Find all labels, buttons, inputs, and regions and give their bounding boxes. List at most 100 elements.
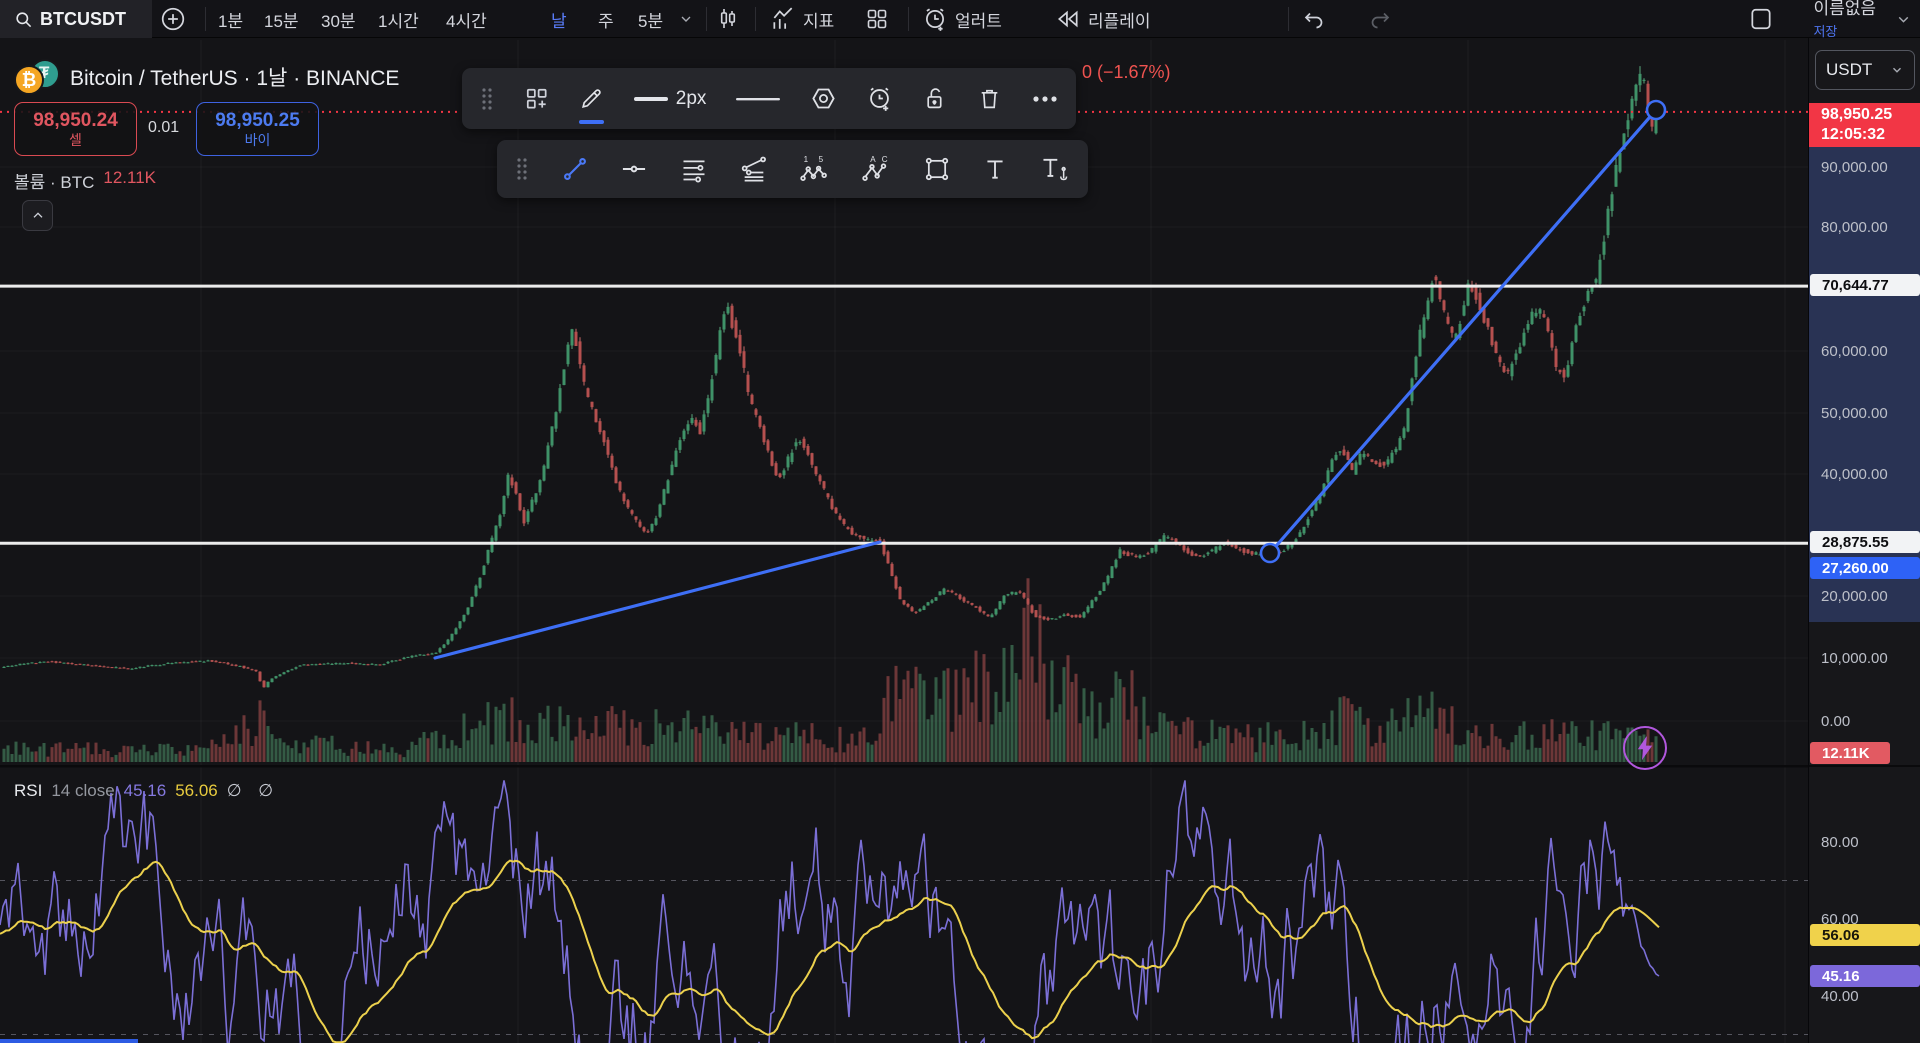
hexagon-color-icon <box>811 88 835 109</box>
price-tick: 20,000.00 <box>1821 587 1888 605</box>
template-button[interactable] <box>516 68 558 129</box>
interval-1w[interactable]: 주 <box>598 11 614 31</box>
rsi-tick: 40.00 <box>1821 987 1859 1005</box>
search-icon <box>16 11 32 27</box>
panel-square-icon <box>1751 8 1771 30</box>
layout-grid-button[interactable] <box>865 0 889 38</box>
buy-price: 98,950.25 <box>215 109 300 131</box>
chart-legend: ₿ Bitcoin / TetherUS · 1날 · BINANCE <box>14 59 511 95</box>
disjoint-channel-tool[interactable] <box>732 140 776 198</box>
interval-1m[interactable]: 1분 <box>218 11 244 31</box>
interval-5m[interactable]: 5분 <box>638 11 664 31</box>
rsi-flags: ∅ ∅ <box>226 781 280 800</box>
interval-4h[interactable]: 4시간 <box>446 11 487 31</box>
redo-button[interactable] <box>1368 0 1392 38</box>
interval-1h[interactable]: 1시간 <box>378 11 419 31</box>
redo-icon <box>1371 12 1390 29</box>
price-tick: 80,000.00 <box>1821 218 1888 236</box>
chart-title[interactable]: Bitcoin / TetherUS · 1날 · BINANCE <box>70 67 400 90</box>
currency-toggle-button[interactable]: USDT <box>1815 50 1915 90</box>
chart-style-button[interactable] <box>716 0 740 38</box>
indicators-button[interactable]: 지표 <box>770 0 834 38</box>
undo-icon <box>1304 12 1323 29</box>
undo-button[interactable] <box>1302 0 1326 38</box>
panel-toggle-button[interactable] <box>1748 0 1774 38</box>
level-price-label: 28,875.55 <box>1810 531 1920 553</box>
compare-add-button[interactable] <box>160 0 186 38</box>
instant-order-button[interactable] <box>1623 726 1667 770</box>
sell-price: 98,950.24 <box>33 109 118 131</box>
line-width-icon <box>633 96 668 101</box>
color-button[interactable] <box>802 68 845 129</box>
alert-button[interactable]: 얼러트 <box>922 0 1002 38</box>
add-alert-on-drawing-button[interactable] <box>858 68 901 129</box>
chevron-up-icon <box>33 211 42 218</box>
plus-circle-icon <box>161 7 185 31</box>
chevron-down-icon <box>1893 67 1901 73</box>
layout-name-button[interactable]: 이름없음 저장 <box>1813 0 1876 39</box>
layout-grid-icon <box>867 9 887 29</box>
template-squares-plus-icon <box>526 88 547 109</box>
currency-label: USDT <box>1826 60 1873 79</box>
trend-line-icon <box>563 158 586 180</box>
rsi-value: 45.16 <box>123 781 167 800</box>
toolbar-drag-handle[interactable] <box>472 68 502 129</box>
lock-drawing-button[interactable] <box>915 68 956 129</box>
spread-value: 0.01 <box>148 119 180 136</box>
collapse-legend-button[interactable] <box>22 200 53 231</box>
interval-30m[interactable]: 30분 <box>321 11 356 31</box>
buy-button[interactable]: 98,950.25 바이 <box>196 102 319 156</box>
timeline-scroll-strip <box>0 1039 138 1043</box>
toolbar-drag-handle[interactable] <box>507 140 537 198</box>
parallel-lines-icon <box>683 160 705 183</box>
interval-15m[interactable]: 15분 <box>264 11 299 31</box>
style-pencil-button[interactable] <box>571 68 612 129</box>
chevron-down-icon <box>681 16 691 22</box>
replay-button[interactable]: 리플레이 <box>1055 0 1151 38</box>
rsi-params: 14 close <box>51 781 115 800</box>
symbol-label: BTCUSDT <box>40 8 126 29</box>
save-label: 저장 <box>1813 23 1838 39</box>
pane-separator[interactable] <box>1809 765 1920 767</box>
symbol-search-button[interactable]: BTCUSDT <box>0 0 152 38</box>
pencil-icon <box>582 89 601 108</box>
volume-title: 볼륨 · BTC <box>14 173 95 192</box>
parallel-channel-tool[interactable] <box>672 140 716 198</box>
bar-countdown: 12:05:32 <box>1821 126 1886 143</box>
layout-dropdown-button[interactable] <box>1895 0 1912 38</box>
interval-1d-active[interactable]: 날 <box>551 11 567 31</box>
svg-text:1: 1 <box>804 155 809 164</box>
price-axis[interactable]: USDT 98,950.25 12:05:32 90,000.00 80,000.… <box>1808 38 1920 1043</box>
text-tool[interactable] <box>974 140 1016 198</box>
rsi-ma-value: 56.06 <box>175 781 218 800</box>
trend-line-tool-active[interactable] <box>553 140 597 198</box>
horizontal-line-tool[interactable] <box>612 140 656 198</box>
price-tick: 90,000.00 <box>1821 158 1888 176</box>
horizontal-line-icon <box>623 165 646 173</box>
line-style-button[interactable] <box>728 68 788 129</box>
rectangle-tool[interactable] <box>915 140 959 198</box>
anchored-text-tool[interactable] <box>1032 140 1078 198</box>
rsi-ma-axis-label: 56.06 <box>1810 924 1920 946</box>
rsi-value-axis-label: 45.16 <box>1810 965 1920 987</box>
replay-rewind-icon <box>1058 10 1078 28</box>
buy-label: 바이 <box>244 132 271 149</box>
rsi-legend[interactable]: RSI 14 close 45.16 56.06 ∅ ∅ <box>14 781 279 801</box>
line-width-button[interactable]: 2px <box>626 68 715 129</box>
last-price-label: 98,950.25 12:05:32 <box>1809 103 1920 147</box>
text-icon <box>987 160 1003 179</box>
sell-button[interactable]: 98,950.24 셀 <box>14 102 137 156</box>
trash-icon <box>982 89 998 109</box>
volume-legend[interactable]: 볼륨 · BTC 12.11K <box>14 168 156 193</box>
volume-axis-label: 12.11K <box>1810 742 1890 764</box>
change-percent-text: 0 (−1.67%) <box>1082 62 1171 82</box>
svg-text:C: C <box>882 155 888 164</box>
svg-text:5: 5 <box>819 155 824 164</box>
delete-drawing-button[interactable] <box>969 68 1010 129</box>
more-options-button[interactable] <box>1024 68 1066 129</box>
interval-dropdown-button[interactable] <box>678 0 694 38</box>
volume-value: 12.11K <box>103 168 157 187</box>
